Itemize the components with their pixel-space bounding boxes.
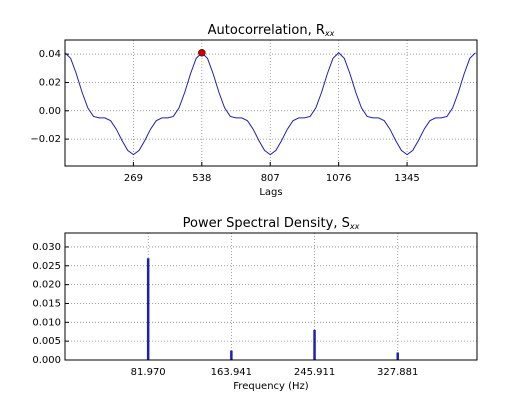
y-tick-label: −0.02 [30, 134, 61, 145]
y-tick-label: 0.015 [32, 298, 61, 309]
title-text: Power Spectral Density, S [183, 216, 350, 231]
y-tick-label: 0.030 [32, 242, 61, 253]
chart-title: Power Spectral Density, Sxx [183, 216, 360, 231]
x-tick-label: 1076 [326, 173, 351, 184]
y-tick-label: 0.025 [32, 261, 61, 272]
marker [198, 48, 206, 57]
plot-frame [64, 39, 478, 167]
title-subscript: xx [324, 29, 335, 38]
x-tick-label: 163.941 [211, 367, 252, 378]
line [65, 52, 476, 156]
x-axis-label: Frequency (Hz) [233, 381, 309, 392]
y-tick-label: 0.005 [32, 336, 61, 347]
y-tick-label: 0.00 [39, 106, 61, 117]
plot-frame [64, 232, 478, 361]
x-tick-label: 245.911 [294, 367, 335, 378]
y-tick-label: 0.04 [39, 49, 61, 60]
x-tick-label: 807 [261, 173, 280, 184]
x-tick-label: 269 [124, 173, 143, 184]
y-tick-label: 0.000 [32, 355, 61, 366]
y-tick-label: 0.020 [32, 280, 61, 291]
x-tick-label: 538 [192, 173, 211, 184]
title-text: Autocorrelation, R [208, 23, 325, 38]
y-tick-label: 0.02 [39, 77, 61, 88]
y-tick-label: 0.010 [32, 317, 61, 328]
x-tick-label: 81.970 [131, 367, 166, 378]
x-axis-label: Lags [259, 187, 282, 198]
x-tick-label: 1345 [394, 173, 419, 184]
title-subscript: xx [349, 222, 360, 231]
x-tick-label: 327.881 [377, 367, 418, 378]
chart-title: Autocorrelation, Rxx [208, 23, 335, 38]
